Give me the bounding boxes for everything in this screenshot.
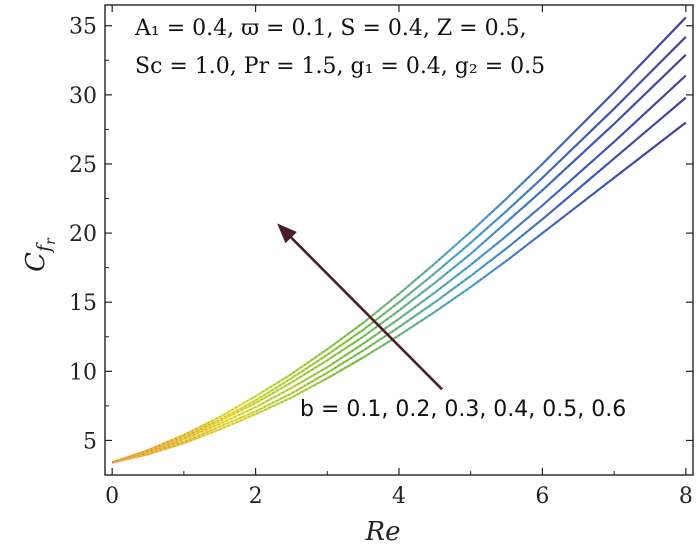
svg-text:Cfr: Cfr [21, 237, 59, 272]
x-tick-label: 4 [392, 484, 406, 509]
ticks-group: 0 2 4 6 8 5 10 15 20 25 30 35 [69, 5, 693, 509]
arrow-group [277, 223, 443, 391]
series-dots-6 [112, 17, 687, 463]
series-line-1 [111, 121, 687, 464]
series-line-3 [111, 74, 687, 464]
y-tick-label: 30 [69, 84, 97, 109]
x-axis-label: Re [365, 517, 401, 547]
series-line-4 [111, 53, 687, 464]
x-tick-label: 2 [249, 484, 263, 509]
series-line-5 [111, 36, 687, 464]
y-tick-label: 5 [83, 429, 97, 454]
y-axis-label-subsub: r [43, 237, 59, 245]
y-axis-label-main: C [21, 252, 51, 272]
params-line-2: Sc = 1.0, Pr = 1.5, g₁ = 0.4, g₂ = 0.5 [135, 54, 545, 79]
x-tick-label: 8 [679, 484, 693, 509]
arrow-shaft [290, 236, 443, 391]
series-dots-1 [112, 122, 687, 463]
y-tick-label: 35 [69, 15, 97, 40]
x-tick-label: 6 [535, 484, 549, 509]
y-tick-label: 25 [69, 153, 97, 178]
y-axis-label-sub: f [33, 242, 55, 254]
y-tick-label: 20 [69, 222, 97, 247]
curves-group [111, 16, 687, 464]
x-tick-label: 0 [105, 484, 119, 509]
series-line-2 [111, 96, 687, 464]
series-line-6 [111, 16, 687, 464]
arrow-head [277, 223, 297, 244]
y-tick-label: 15 [69, 291, 97, 316]
y-tick-label: 10 [69, 360, 97, 385]
b-values-annotation: b = 0.1, 0.2, 0.3, 0.4, 0.5, 0.6 [300, 397, 626, 422]
y-axis-label: Cfr [21, 237, 59, 272]
params-line-1: A₁ = 0.4, ϖ = 0.1, S = 0.4, Z = 0.5, [134, 16, 527, 41]
